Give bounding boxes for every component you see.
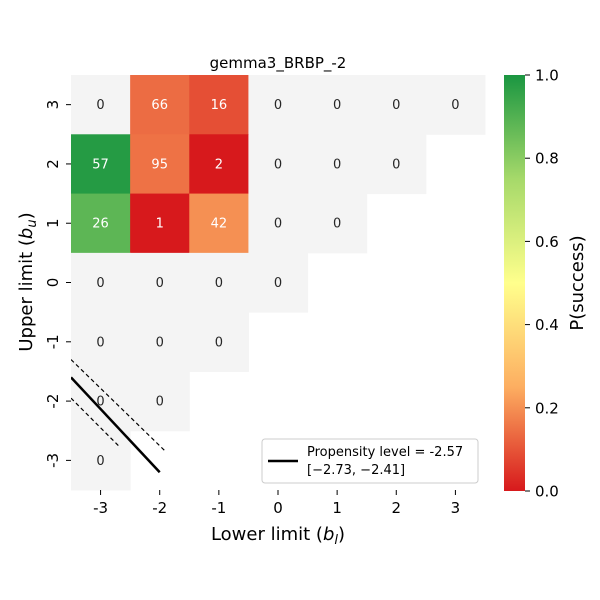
cell-label: 95: [151, 157, 168, 172]
cell-label: 0: [333, 217, 341, 232]
y-tick-label: 3: [44, 100, 62, 110]
cell-label: 57: [92, 157, 109, 172]
x-tick-label: -3: [93, 499, 108, 517]
cell-label: 2: [215, 157, 223, 172]
cell-label: 0: [215, 276, 223, 291]
heatmap-cell: [248, 134, 309, 195]
y-tick-label: -2: [44, 394, 62, 409]
heatmap-cell: [189, 312, 249, 372]
cell-label: 42: [211, 217, 228, 232]
cell-label: 0: [96, 454, 104, 469]
cell-label: 0: [96, 98, 104, 113]
heatmap-cell: [189, 134, 249, 195]
heatmap-cell: [189, 193, 249, 254]
propensity-upper-bound: [71, 359, 167, 452]
cell-label: 0: [156, 395, 164, 410]
cell-label: 0: [96, 335, 104, 350]
chart-title: gemma3_BRBP_-2: [210, 54, 347, 73]
y-axis-ticks: 3 2 1 0 -1 -2 -3: [44, 100, 71, 468]
y-tick-label: 0: [44, 278, 62, 288]
cell-label: 0: [392, 98, 400, 113]
legend-label-interval: [−2.73, −2.41]: [307, 463, 405, 478]
cell-label: 0: [156, 276, 164, 291]
heatmap-cell: [130, 75, 190, 135]
colorbar-tick-label: 0.4: [535, 316, 559, 334]
cell-label: 0: [451, 98, 459, 113]
propensity-lines: [71, 359, 167, 474]
y-tick-label: 1: [44, 218, 62, 228]
heatmap-cell: [130, 371, 190, 432]
cell-label: 0: [96, 276, 104, 291]
colorbar-tick-label: 0.8: [535, 150, 559, 168]
cell-label: 66: [151, 98, 168, 113]
heatmap-cell: [307, 134, 368, 195]
heatmap-cell: [366, 134, 427, 195]
colorbar-tick-label: 0.6: [535, 233, 559, 251]
x-tick-label: 3: [451, 499, 461, 517]
heatmap-cell: [189, 252, 249, 313]
heatmap-cell: [130, 134, 190, 195]
heatmap-cell: [307, 193, 368, 254]
heatmap-cell: [189, 75, 249, 135]
colorbar-tick-label: 1.0: [535, 67, 559, 85]
colorbar-ticks: 0.0 0.2 0.4 0.6 0.8 1.0: [525, 67, 559, 501]
heatmap-cell: [130, 252, 190, 313]
heatmap-cell: [130, 312, 190, 372]
y-tick-label: 2: [44, 159, 62, 169]
legend-label-level: Propensity level = -2.57: [307, 445, 463, 460]
colorbar-tick-label: 0.0: [535, 483, 559, 501]
cell-label: 0: [96, 395, 104, 410]
heatmap-cell: [71, 312, 131, 372]
x-tick-label: 2: [391, 499, 401, 517]
x-tick-label: -1: [211, 499, 226, 517]
colorbar: [504, 75, 525, 491]
legend: Propensity level = -2.57 [−2.73, −2.41]: [261, 438, 479, 484]
x-tick-label: 0: [273, 499, 283, 517]
cell-label: 16: [211, 98, 228, 113]
cell-label: 0: [274, 98, 282, 113]
heatmap-cell: [130, 193, 190, 254]
legend-box: [261, 438, 479, 484]
cell-label: 0: [274, 217, 282, 232]
propensity-line: [71, 376, 161, 474]
heatmap-cell: [71, 75, 131, 135]
cell-label: 0: [392, 157, 400, 172]
cell-label: 26: [92, 217, 109, 232]
heatmap-cell: [71, 134, 131, 195]
heatmap-cell: [71, 193, 131, 254]
heatmap-cell: [425, 75, 486, 135]
x-tick-label: 1: [332, 499, 342, 517]
colorbar-tick-label: 0.2: [535, 399, 559, 417]
y-tick-label: -3: [44, 453, 62, 468]
cell-label: 0: [274, 157, 282, 172]
y-axis-label: Upper limit (bu): [16, 212, 40, 351]
cell-label: 0: [156, 335, 164, 350]
heatmap-cell: [71, 371, 131, 432]
heatmap-cell: [307, 75, 368, 135]
x-tick-label: -2: [152, 499, 167, 517]
cell-label: 1: [156, 217, 164, 232]
colorbar-label: P(success): [567, 235, 588, 330]
heatmap-cell: [366, 75, 427, 135]
heatmap-cell: [248, 193, 309, 254]
heatmap-cell: [248, 252, 309, 313]
x-axis-ticks: -3 -2 -1 0 1 2 3: [93, 490, 460, 517]
heatmap-cells: 0 66 16 0 0 0 0 57 95 2 0 0 0 26 1 42 0 0 0 0 0 0 0 0 0 0 0 0: [71, 75, 486, 491]
cell-label: 0: [333, 157, 341, 172]
heatmap-cell: [248, 75, 309, 135]
x-axis-label: Lower limit (bl): [211, 524, 345, 548]
heatmap-cell: [71, 430, 131, 491]
heatmap-cell: [71, 252, 131, 313]
cell-label: 0: [215, 335, 223, 350]
cell-label: 0: [274, 276, 282, 291]
cell-label: 0: [333, 98, 341, 113]
y-tick-label: -1: [44, 334, 62, 349]
